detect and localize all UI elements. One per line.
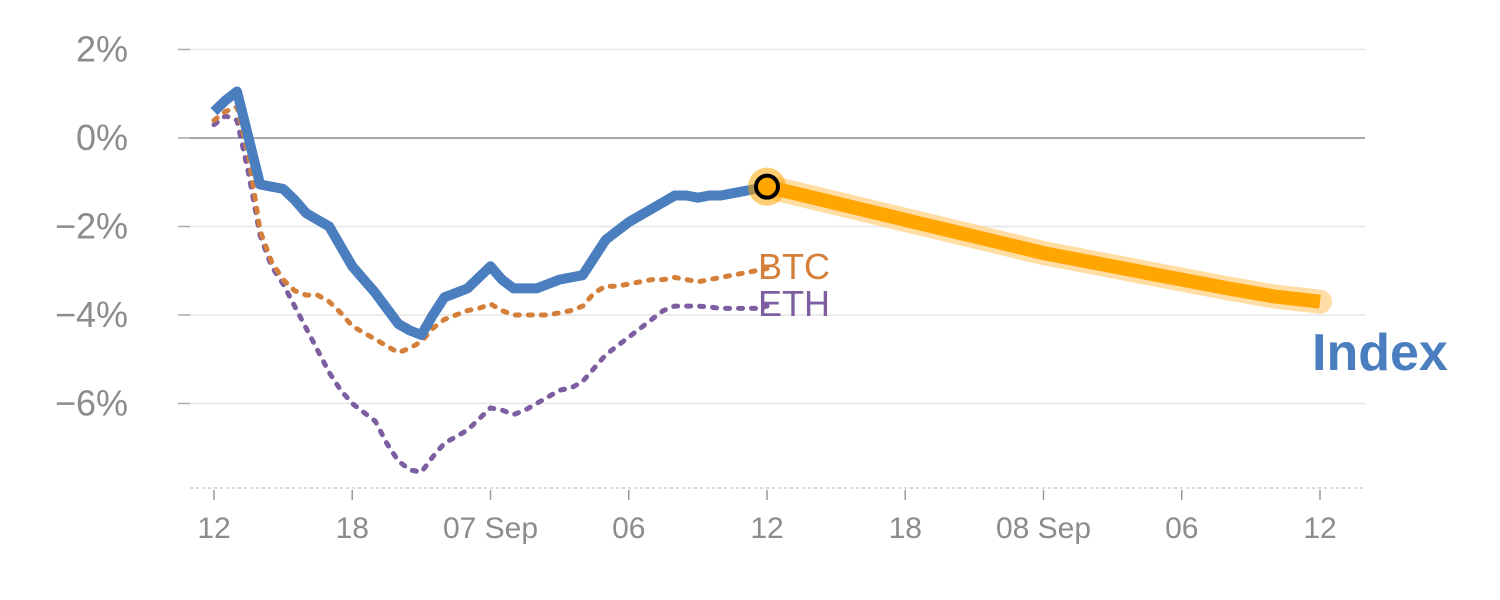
x-tick-label: 12: [197, 512, 230, 545]
x-tick-label: 18: [336, 512, 369, 545]
x-tick-label: 06: [1165, 512, 1198, 545]
x-tick-label: 12: [1303, 512, 1336, 545]
x-tick-label: 07 Sep: [443, 512, 538, 545]
series-label-btc: BTC: [758, 246, 830, 287]
series-layer: [210, 86, 1332, 475]
current-point-marker: [754, 173, 780, 200]
series-label-index: Index: [1312, 324, 1448, 382]
axis-layer: 2% 0% −2% −4% −6% 12 18 07 Sep 06 12 18 08 Sep 06 12: [55, 29, 1365, 545]
y-tick-label: −6%: [55, 383, 128, 424]
y-tick-label: −4%: [55, 294, 128, 335]
x-tick-label: 18: [889, 512, 922, 545]
y-tick-label: −2%: [55, 206, 128, 247]
series-line-eth: [211, 113, 770, 475]
series-line-index-forecast: [765, 179, 1321, 309]
series-line-index: [210, 86, 768, 340]
x-tick-label: 12: [750, 512, 783, 545]
grid-layer: [190, 48, 1365, 405]
y-tick-label: 2%: [76, 29, 128, 70]
y-tick-label: 0%: [76, 117, 128, 158]
x-tick-label: 06: [612, 512, 645, 545]
x-tick-label: 08 Sep: [996, 512, 1091, 545]
series-line-btc: [211, 104, 770, 356]
series-label-eth: ETH: [758, 283, 830, 324]
